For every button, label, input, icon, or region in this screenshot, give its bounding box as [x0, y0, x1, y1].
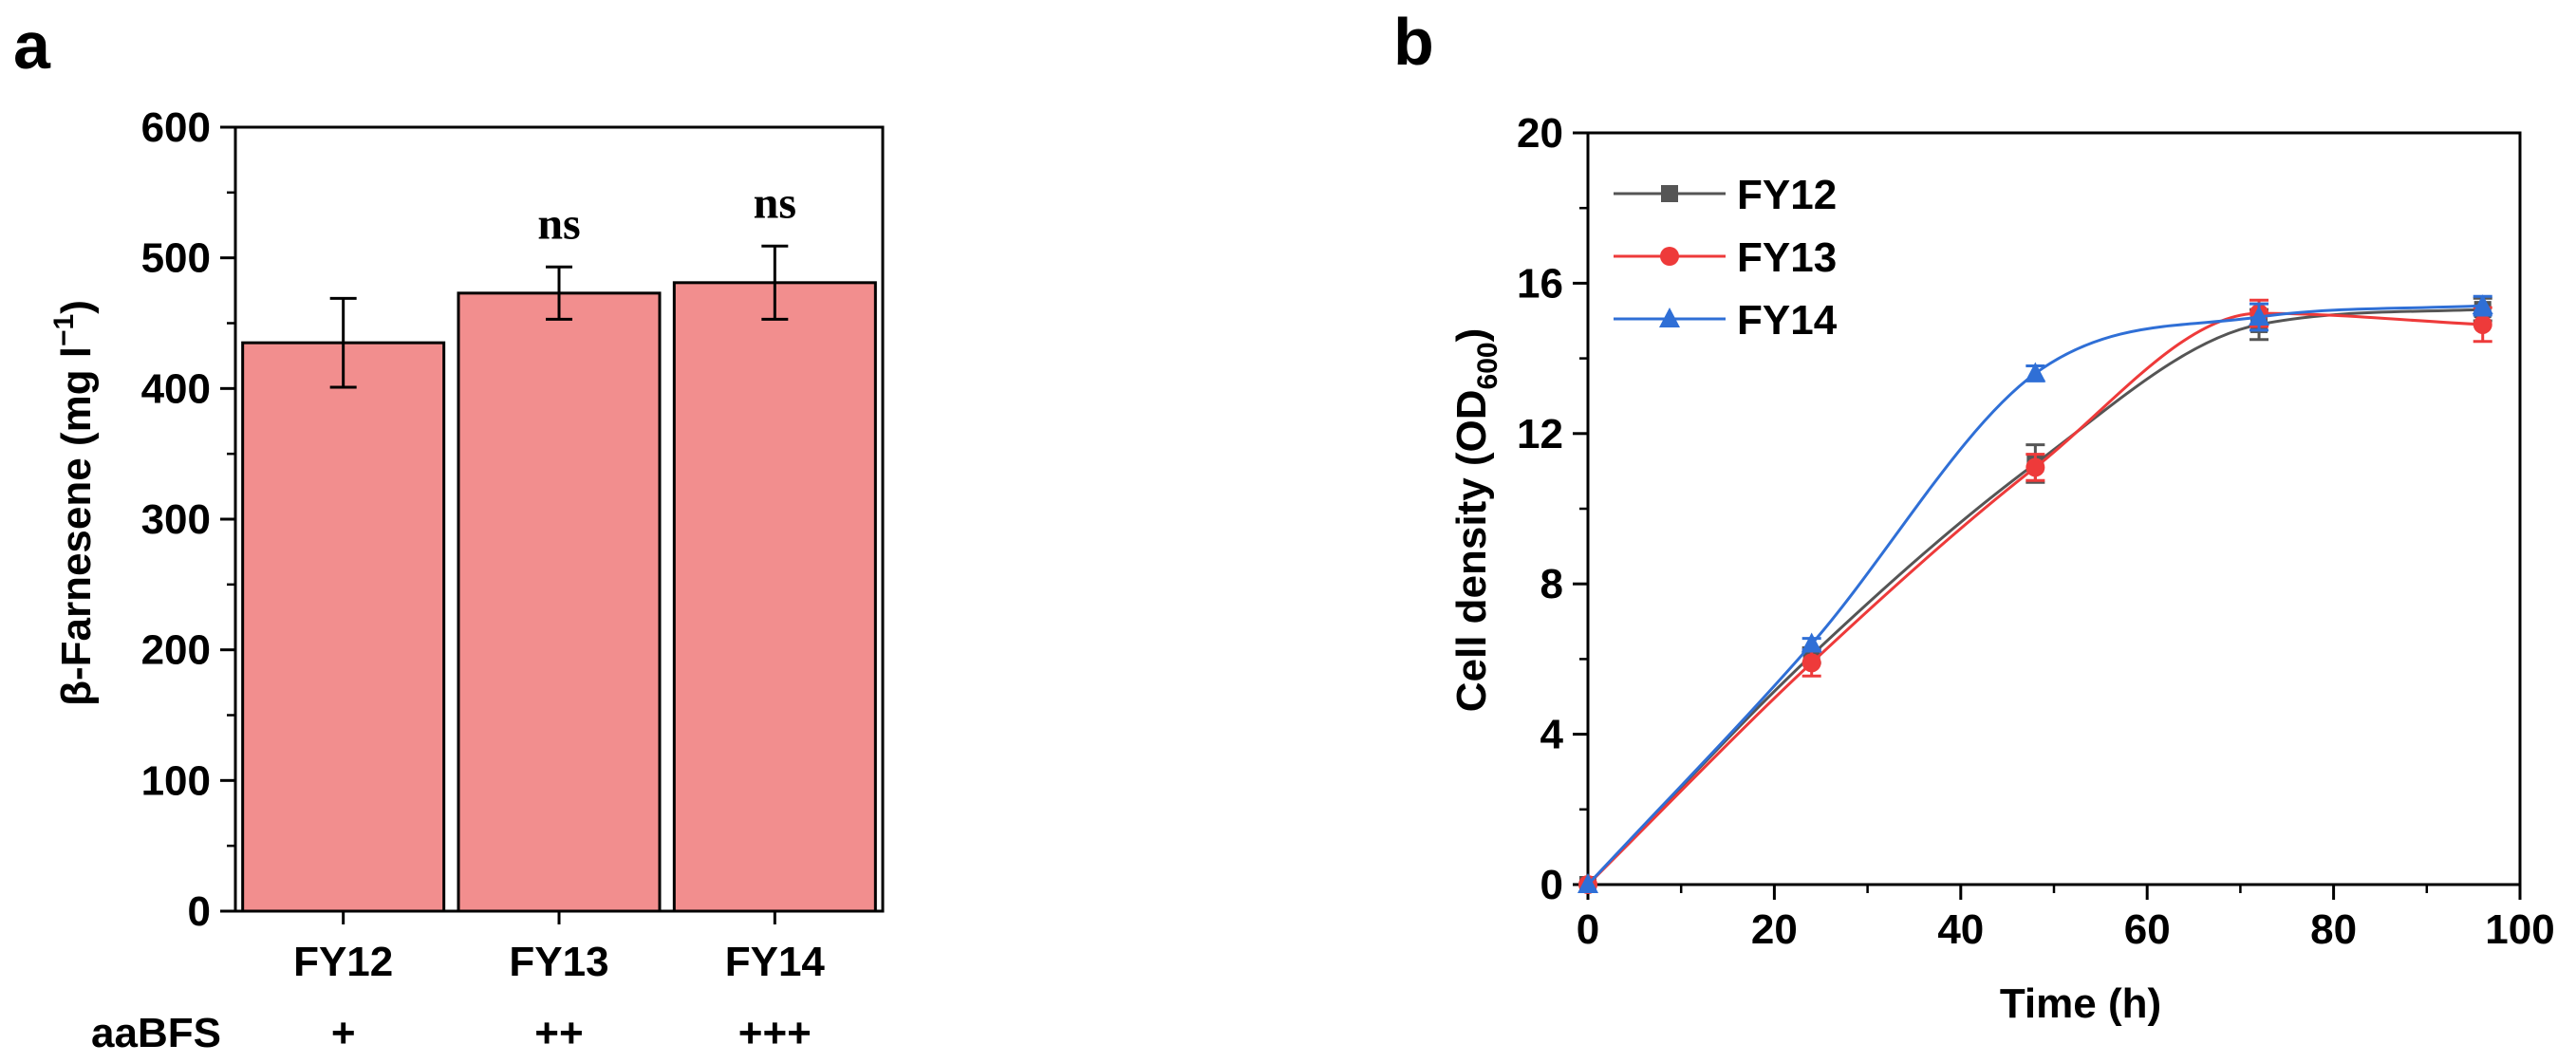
- bar-fy14: [672, 281, 877, 913]
- y-axis-title-farnesene: β-Farnesene (mg l−1): [48, 300, 100, 706]
- data-point-fy14: [1577, 873, 1598, 893]
- panel-label-a: a: [13, 9, 51, 83]
- y-tick-label-b: 8: [1540, 561, 1563, 607]
- series-line-fy12: [1586, 308, 2483, 886]
- data-point-fy14: [1801, 632, 1822, 653]
- y-tick-label-a: 200: [141, 627, 211, 674]
- x-tick-label-b: 0: [1577, 906, 1599, 953]
- legend-marker-fy12: [1661, 185, 1678, 202]
- bar-fy12: [241, 341, 446, 913]
- data-point-fy13: [2473, 314, 2492, 334]
- y-axis-title-cell-density: Cell density (OD600): [1448, 328, 1503, 713]
- panel-label-b: b: [1393, 5, 1434, 79]
- y-tick-label-a: 0: [188, 888, 211, 935]
- y-tick-label-a: 500: [141, 235, 211, 282]
- series-line-fy14: [1586, 304, 2483, 886]
- y-tick-label-a: 300: [141, 496, 211, 543]
- legend-marker-fy14: [1659, 308, 1680, 327]
- x-tick-label-b: 60: [2124, 906, 2171, 953]
- x-tick-label-b: 40: [1937, 906, 1984, 953]
- y-tick-label-b: 12: [1517, 411, 1563, 457]
- data-point-fy13: [2025, 457, 2045, 477]
- x-tick-label-fy13: FY13: [509, 939, 608, 985]
- x-axis-title-time: Time (h): [2000, 980, 2161, 1027]
- plot-frame-b: [1586, 131, 2522, 886]
- x-tick-label-b: 80: [2310, 906, 2357, 953]
- legend-label-fy14: FY14: [1737, 297, 1838, 344]
- legend-label-fy12: FY12: [1737, 172, 1837, 218]
- data-point-fy14: [2025, 362, 2046, 382]
- significance-label: ns: [537, 198, 580, 249]
- significance-label: ns: [754, 177, 796, 228]
- y-tick-label-b: 4: [1540, 712, 1564, 758]
- data-point-fy13: [1801, 653, 1821, 673]
- bar-chart-farnesene: 0 100 200 300 400 500 600 FY12 + ns FY13 ++ ns FY14 +…: [48, 104, 885, 1056]
- series-line-fy13: [1586, 311, 2483, 886]
- line-chart-cell-density: 0 4 8 12 16 20 0 20 40 60 80 100 FY12 FY13 FY14 Time …: [1448, 110, 2555, 1027]
- legend-label-fy13: FY13: [1737, 234, 1837, 281]
- y-tick-label-a: 600: [141, 104, 211, 151]
- legend-marker-fy13: [1660, 247, 1679, 266]
- y-tick-label-b: 0: [1540, 862, 1563, 908]
- aabfs-value: +++: [738, 1010, 812, 1056]
- aabfs-value: ++: [534, 1010, 583, 1056]
- x-tick-label-b: 20: [1751, 906, 1798, 953]
- y-tick-label-a: 100: [141, 757, 211, 804]
- x-tick-label-b: 100: [2485, 906, 2554, 953]
- y-tick-label-b: 20: [1517, 110, 1563, 157]
- data-point-fy14: [2249, 306, 2270, 326]
- y-tick-label-a: 400: [141, 365, 211, 412]
- bar-fy13: [457, 291, 662, 913]
- y-tick-label-b: 16: [1517, 260, 1563, 307]
- x-tick-label-fy14: FY14: [725, 939, 826, 985]
- x-tick-label-fy12: FY12: [293, 939, 393, 985]
- aabfs-value: +: [331, 1010, 356, 1056]
- aabfs-row-label: aaBFS: [91, 1010, 221, 1056]
- data-point-fy14: [2472, 294, 2493, 315]
